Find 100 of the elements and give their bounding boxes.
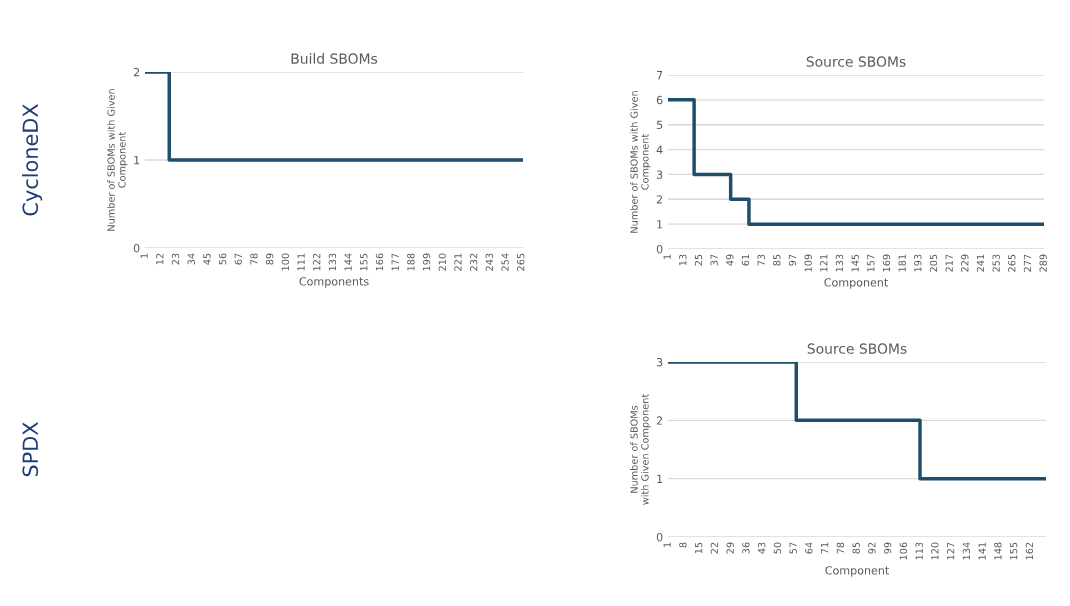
x-tick-label: 100 <box>281 253 290 271</box>
y-tick-label: 1 <box>657 220 663 229</box>
x-tick-label: 229 <box>961 254 969 272</box>
x-tick-label: 1 <box>663 254 671 259</box>
x-tick-label: 13 <box>679 254 687 266</box>
x-tick-label: 8 <box>679 542 687 548</box>
x-tick-label: 61 <box>741 254 750 266</box>
x-tick-label: 34 <box>187 253 195 265</box>
x-tick-label: 157 <box>867 254 875 272</box>
x-tick-label: 36 <box>742 542 750 554</box>
x-tick-label: 155 <box>360 253 368 271</box>
x-axis-title: Component <box>825 566 889 577</box>
x-tick-label: 193 <box>914 254 922 272</box>
x-tick-label: 188 <box>407 253 415 271</box>
x-tick-label: 97 <box>788 254 797 266</box>
chart-title: Source SBOMs <box>807 343 907 354</box>
x-tick-label: 113 <box>915 542 923 560</box>
x-tick-label: 127 <box>946 542 955 560</box>
x-tick-label: 265 <box>1008 254 1016 272</box>
y-tick-label: 1 <box>134 156 140 165</box>
x-tick-label: 106 <box>899 542 908 560</box>
x-tick-label: 122 <box>313 253 321 271</box>
x-tick-label: 253 <box>992 254 1000 272</box>
x-tick-label: 205 <box>929 254 938 272</box>
y-tick-label: 2 <box>656 416 663 425</box>
y-tick-label: 2 <box>656 195 663 204</box>
x-tick-label: 109 <box>804 254 812 272</box>
x-tick-label: 89 <box>265 253 274 265</box>
x-tick-label: 23 <box>171 253 180 265</box>
y-tick-label: 3 <box>656 357 663 367</box>
x-tick-label: 37 <box>710 254 718 266</box>
x-tick-label: 73 <box>757 254 765 266</box>
x-tick-label: 121 <box>820 254 828 272</box>
x-tick-label: 57 <box>789 542 797 554</box>
chart-title: Build SBOMs <box>291 53 378 64</box>
x-tick-label: 1 <box>663 542 671 547</box>
x-tick-label: 221 <box>454 253 462 271</box>
x-tick-label: 15 <box>695 542 703 554</box>
x-tick-label: 85 <box>773 254 781 266</box>
y-tick-label: 2 <box>133 67 140 77</box>
y-axis-title: Number of SBOMs with Given Component <box>630 91 651 233</box>
x-tick-label: 22 <box>710 542 718 554</box>
x-tick-label: 56 <box>218 253 227 265</box>
x-tick-label: 99 <box>883 542 892 554</box>
x-tick-label: 111 <box>297 253 305 271</box>
x-tick-label: 148 <box>994 542 1002 560</box>
x-tick-label: 1 <box>140 253 148 258</box>
x-tick-label: 169 <box>882 254 891 272</box>
x-tick-label: 145 <box>851 254 859 272</box>
x-tick-label: 29 <box>726 542 734 554</box>
y-tick-label: 6 <box>656 95 663 105</box>
text: SPDX <box>22 422 39 477</box>
x-tick-label: 241 <box>976 254 985 272</box>
y-tick-label: 5 <box>656 120 663 130</box>
x-tick-label: 232 <box>469 253 478 271</box>
chart-title: Source SBOMs <box>806 56 906 67</box>
x-tick-label: 289 <box>1039 254 1047 272</box>
x-tick-label: 45 <box>203 253 211 265</box>
y-tick-label: 0 <box>656 244 663 254</box>
x-tick-label: 162 <box>1025 542 1034 560</box>
y-tick-label: 7 <box>656 71 663 80</box>
x-tick-label: 134 <box>962 542 971 560</box>
x-tick-label: 243 <box>485 253 494 271</box>
x-tick-label: 43 <box>757 542 766 554</box>
x-tick-label: 254 <box>501 253 509 271</box>
x-tick-label: 78 <box>836 542 845 554</box>
x-tick-label: 141 <box>978 542 986 560</box>
text: CycloneDX <box>22 104 43 216</box>
x-tick-label: 217 <box>945 254 953 272</box>
y-tick-label: 0 <box>133 243 140 253</box>
y-tick-label: 3 <box>656 170 663 179</box>
x-tick-label: 265 <box>517 253 525 271</box>
x-tick-label: 64 <box>805 542 813 554</box>
x-tick-label: 120 <box>931 542 939 560</box>
x-tick-label: 50 <box>773 542 782 554</box>
x-tick-label: 49 <box>726 254 734 266</box>
y-axis-title: Number of SBOMs with Given Component <box>630 394 651 505</box>
x-axis-title: Component <box>824 278 888 289</box>
x-axis-title: Components <box>299 277 369 288</box>
x-tick-label: 155 <box>1010 542 1018 560</box>
x-tick-label: 133 <box>835 254 844 272</box>
x-tick-label: 25 <box>694 254 703 266</box>
x-tick-label: 133 <box>328 253 337 271</box>
x-tick-label: 85 <box>852 542 860 554</box>
x-tick-label: 166 <box>375 253 384 271</box>
x-tick-label: 181 <box>898 254 906 272</box>
x-tick-label: 78 <box>250 253 258 265</box>
x-tick-label: 144 <box>344 253 352 271</box>
x-tick-label: 71 <box>821 542 829 554</box>
x-tick-label: 12 <box>156 253 164 265</box>
y-tick-label: 1 <box>657 474 663 483</box>
x-tick-label: 277 <box>1023 254 1032 272</box>
y-tick-label: 4 <box>656 145 663 154</box>
y-tick-label: 0 <box>656 532 663 542</box>
x-tick-label: 67 <box>234 253 242 265</box>
x-tick-label: 92 <box>868 542 876 554</box>
x-tick-label: 199 <box>422 253 431 271</box>
x-tick-label: 210 <box>438 253 446 271</box>
x-tick-label: 177 <box>391 253 399 271</box>
y-axis-title: Number of SBOMs with Given Component <box>107 89 128 231</box>
